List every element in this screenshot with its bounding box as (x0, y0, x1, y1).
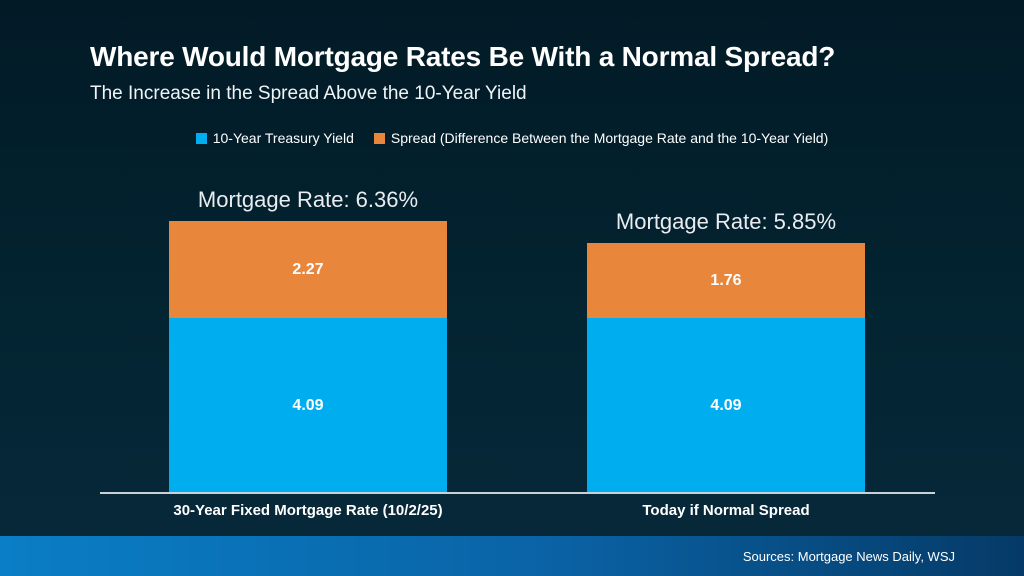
segment-value-spread: 1.76 (710, 271, 742, 289)
footer-bar: Sources: Mortgage News Daily, WSJ (0, 536, 1024, 576)
chart-subtitle: The Increase in the Spread Above the 10-… (90, 83, 527, 104)
total-label-mortgage-rate-2: Mortgage Rate: 5.85% (615, 208, 837, 234)
x-axis-label-30yr-fixed: 30-Year Fixed Mortgage Rate (10/2/25) (173, 502, 443, 519)
bar-segment-spread: 2.27 (169, 221, 447, 318)
segment-value-spread: 2.27 (292, 260, 324, 278)
legend-item-spread: Spread (Difference Between the Mortgage … (373, 130, 829, 146)
bar-segment-treasury: 4.09 (169, 318, 447, 493)
bar-today-normal-spread: 1.76 4.09 (587, 243, 865, 493)
legend-item-treasury-yield: 10-Year Treasury Yield (195, 130, 354, 146)
segment-value-treasury: 4.09 (710, 396, 742, 414)
sources-text: Sources: Mortgage News Daily, WSJ (742, 548, 955, 564)
total-label-mortgage-rate-1: Mortgage Rate: 6.36% (197, 186, 419, 212)
bar-segment-spread: 1.76 (587, 243, 865, 318)
legend: 10-Year Treasury Yield Spread (Differenc… (0, 130, 1024, 146)
legend-swatch-orange-icon (373, 132, 385, 144)
bar-30yr-fixed-mortgage: 2.27 4.09 (169, 221, 447, 493)
legend-label-spread: Spread (Difference Between the Mortgage … (390, 130, 829, 146)
x-axis-line (100, 492, 935, 494)
chart-title: Where Would Mortgage Rates Be With a Nor… (90, 41, 836, 72)
legend-label-treasury-yield: 10-Year Treasury Yield (212, 130, 354, 146)
bar-segment-treasury: 4.09 (587, 318, 865, 493)
x-axis-label-today-normal-spread: Today if Normal Spread (642, 502, 810, 519)
segment-value-treasury: 4.09 (292, 396, 324, 414)
legend-swatch-blue-icon (195, 132, 207, 144)
